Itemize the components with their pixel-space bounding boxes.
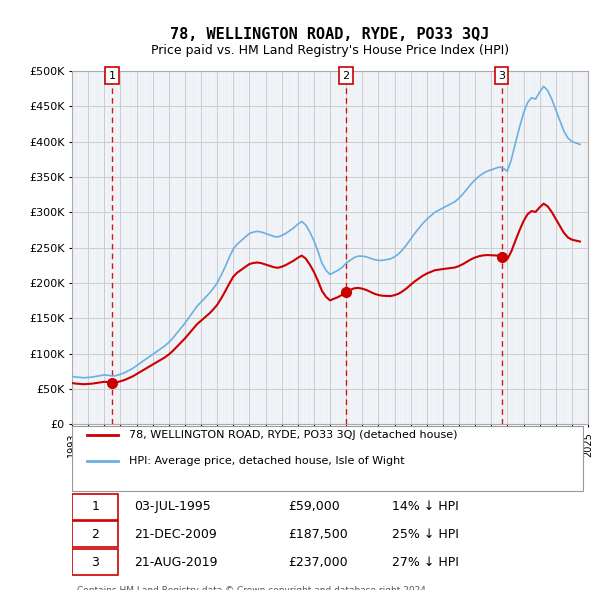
Text: 14% ↓ HPI: 14% ↓ HPI xyxy=(392,500,458,513)
Text: 2: 2 xyxy=(342,71,349,81)
Text: HPI: Average price, detached house, Isle of Wight: HPI: Average price, detached house, Isle… xyxy=(129,456,404,466)
FancyBboxPatch shape xyxy=(72,426,583,490)
Text: 1: 1 xyxy=(91,500,99,513)
Text: 78, WELLINGTON ROAD, RYDE, PO33 3QJ (detached house): 78, WELLINGTON ROAD, RYDE, PO33 3QJ (det… xyxy=(129,430,457,440)
Text: 3: 3 xyxy=(91,556,99,569)
Text: £237,000: £237,000 xyxy=(289,556,349,569)
Text: Contains HM Land Registry data © Crown copyright and database right 2024.
This d: Contains HM Land Registry data © Crown c… xyxy=(77,586,429,590)
Text: 21-AUG-2019: 21-AUG-2019 xyxy=(134,556,217,569)
FancyBboxPatch shape xyxy=(72,549,118,575)
Text: 21-DEC-2009: 21-DEC-2009 xyxy=(134,528,217,541)
Text: 2: 2 xyxy=(91,528,99,541)
Text: Price paid vs. HM Land Registry's House Price Index (HPI): Price paid vs. HM Land Registry's House … xyxy=(151,44,509,57)
Text: 27% ↓ HPI: 27% ↓ HPI xyxy=(392,556,459,569)
Text: £59,000: £59,000 xyxy=(289,500,340,513)
FancyBboxPatch shape xyxy=(72,494,118,520)
Text: 25% ↓ HPI: 25% ↓ HPI xyxy=(392,528,459,541)
Text: £187,500: £187,500 xyxy=(289,528,349,541)
FancyBboxPatch shape xyxy=(72,522,118,548)
Text: 78, WELLINGTON ROAD, RYDE, PO33 3QJ: 78, WELLINGTON ROAD, RYDE, PO33 3QJ xyxy=(170,27,490,41)
Text: 3: 3 xyxy=(498,71,505,81)
Text: 03-JUL-1995: 03-JUL-1995 xyxy=(134,500,211,513)
Text: 1: 1 xyxy=(109,71,116,81)
